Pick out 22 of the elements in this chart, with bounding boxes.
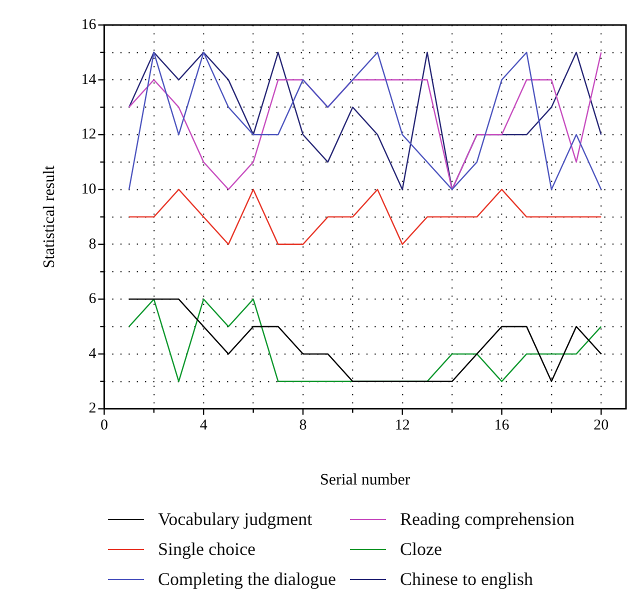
x-tick-label: 4 — [200, 418, 208, 434]
y-tick-label: 8 — [88, 236, 96, 252]
legend-label: Vocabulary judgment — [158, 508, 312, 530]
y-tick-label: 4 — [88, 346, 97, 362]
y-tick-label: 16 — [81, 16, 97, 33]
x-tick-label: 12 — [394, 418, 410, 434]
y-tick-label: 12 — [81, 126, 96, 143]
y-tick-label: 10 — [81, 181, 96, 198]
x-axis-title: Serial number — [320, 472, 411, 489]
x-tick-label: 20 — [594, 418, 609, 434]
y-tick-label: 6 — [88, 291, 97, 308]
legend-label: Single choice — [158, 538, 256, 560]
y-tick-label: 14 — [81, 72, 97, 88]
y-tick-label: 2 — [88, 400, 96, 417]
legend-label: Chinese to english — [400, 568, 533, 590]
legend-label: Cloze — [400, 538, 442, 560]
legend-label: Completing the dialogue — [158, 568, 336, 590]
y-axis-title: Statistical result — [40, 165, 58, 268]
x-tick-label: 0 — [100, 418, 108, 434]
x-tick-label: 8 — [299, 418, 307, 434]
legend-label: Reading comprehension — [400, 508, 574, 530]
x-tick-label: 16 — [494, 418, 510, 434]
